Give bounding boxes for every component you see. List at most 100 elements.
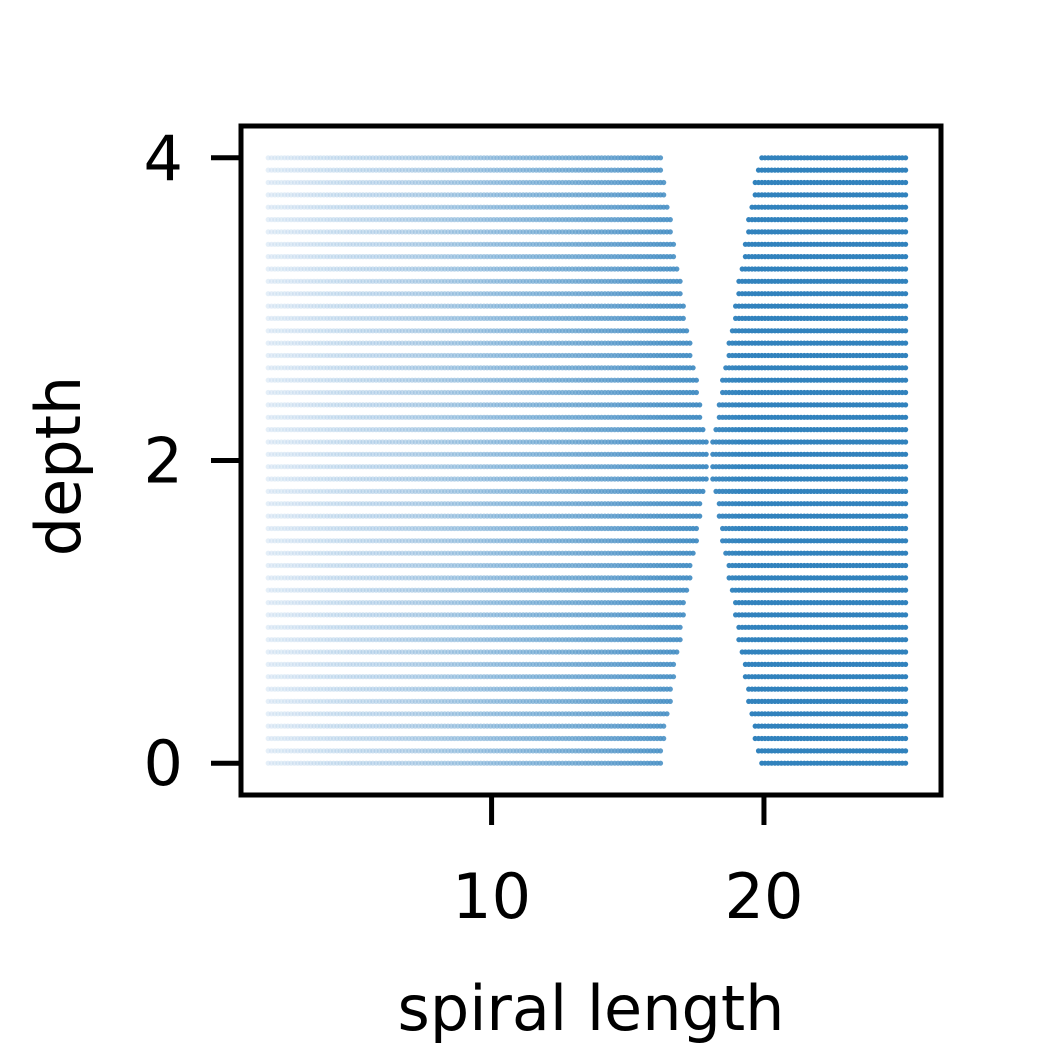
- data-point: [295, 674, 301, 680]
- data-point: [268, 748, 275, 754]
- data-point: [291, 698, 297, 705]
- data-point: [285, 698, 291, 705]
- point-row: [265, 501, 909, 507]
- data-point: [285, 649, 291, 655]
- point-row: [265, 698, 909, 705]
- data-point: [268, 698, 275, 705]
- data-point: [268, 760, 275, 766]
- data-point: [670, 674, 677, 680]
- data-point: [301, 637, 307, 643]
- data-point: [674, 649, 680, 655]
- data-point: [903, 439, 909, 445]
- point-row: [265, 451, 909, 457]
- data-point: [285, 637, 291, 643]
- data-point: [265, 698, 271, 705]
- data-point: [272, 723, 278, 729]
- data-point: [903, 661, 909, 668]
- data-point: [291, 649, 297, 655]
- data-point: [288, 686, 294, 692]
- data-point: [295, 698, 301, 705]
- data-point: [288, 649, 294, 655]
- data-point: [298, 686, 304, 692]
- data-point: [278, 748, 284, 754]
- data-point: [288, 735, 294, 742]
- data-point: [298, 649, 304, 655]
- data-point: [272, 674, 278, 680]
- data-point: [265, 661, 271, 668]
- data-point: [703, 439, 709, 445]
- point-row: [265, 464, 909, 470]
- data-point: [288, 760, 294, 766]
- data-point: [301, 735, 307, 742]
- point-row: [265, 538, 909, 544]
- point-row: [265, 562, 909, 569]
- data-point: [265, 723, 271, 729]
- data-point: [285, 674, 291, 680]
- data-point: [278, 723, 284, 729]
- data-point: [278, 661, 284, 668]
- data-point: [903, 501, 909, 507]
- data-point: [275, 637, 281, 643]
- data-point: [301, 686, 307, 692]
- data-point: [903, 451, 909, 457]
- data-point: [301, 723, 307, 729]
- data-point: [278, 735, 284, 742]
- data-point: [298, 723, 304, 729]
- data-point: [272, 748, 278, 754]
- data-point: [278, 674, 284, 680]
- data-point: [301, 649, 307, 655]
- data-point: [903, 748, 909, 754]
- data-point: [275, 723, 281, 729]
- data-point: [291, 735, 297, 742]
- data-point: [265, 711, 271, 717]
- data-point: [703, 476, 709, 482]
- data-point: [298, 674, 304, 680]
- data-point: [285, 748, 291, 754]
- data-point: [295, 637, 301, 643]
- data-point: [282, 711, 288, 717]
- data-point: [282, 723, 288, 729]
- data-point: [298, 711, 304, 717]
- data-point: [903, 587, 909, 593]
- data-point: [272, 698, 278, 705]
- data-point: [265, 649, 271, 655]
- point-row: [265, 723, 909, 729]
- data-point: [282, 698, 288, 705]
- data-point: [272, 649, 278, 655]
- data-point: [282, 674, 288, 680]
- data-point: [703, 464, 709, 470]
- data-point: [278, 698, 284, 705]
- data-point: [903, 686, 909, 692]
- data-point: [301, 698, 307, 705]
- data-point: [903, 711, 909, 717]
- data-point: [275, 649, 281, 655]
- data-point: [265, 748, 271, 754]
- data-point: [903, 600, 909, 606]
- data-point: [903, 698, 909, 705]
- data-point: [275, 748, 281, 754]
- data-point: [298, 698, 304, 705]
- point-row: [265, 637, 909, 643]
- data-point: [268, 674, 275, 680]
- data-point: [298, 661, 304, 668]
- data-point: [703, 451, 709, 457]
- data-point: [288, 748, 294, 754]
- data-point: [661, 735, 667, 742]
- point-row: [265, 513, 909, 519]
- point-row: [265, 760, 909, 766]
- data-point: [903, 624, 909, 630]
- data-point: [903, 550, 909, 556]
- point-row: [265, 575, 909, 581]
- point-row: [265, 661, 909, 668]
- point-row: [265, 550, 909, 556]
- data-point: [272, 760, 278, 766]
- data-point: [903, 649, 909, 655]
- data-point: [295, 760, 301, 766]
- data-point: [295, 649, 301, 655]
- data-point: [272, 686, 278, 692]
- data-point: [295, 711, 301, 717]
- data-point: [295, 686, 301, 692]
- data-point: [291, 686, 297, 692]
- data-point: [265, 686, 271, 692]
- data-point: [268, 735, 275, 742]
